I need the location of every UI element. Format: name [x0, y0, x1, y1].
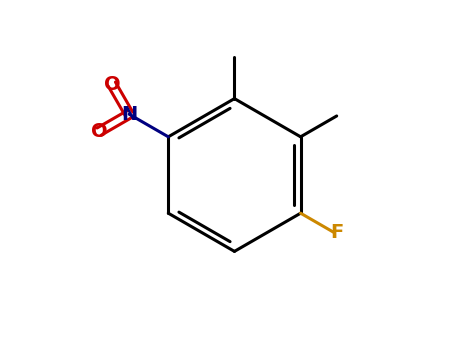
Text: N: N [121, 105, 137, 124]
Text: F: F [330, 223, 343, 242]
Text: O: O [104, 75, 120, 94]
Text: O: O [91, 122, 107, 141]
